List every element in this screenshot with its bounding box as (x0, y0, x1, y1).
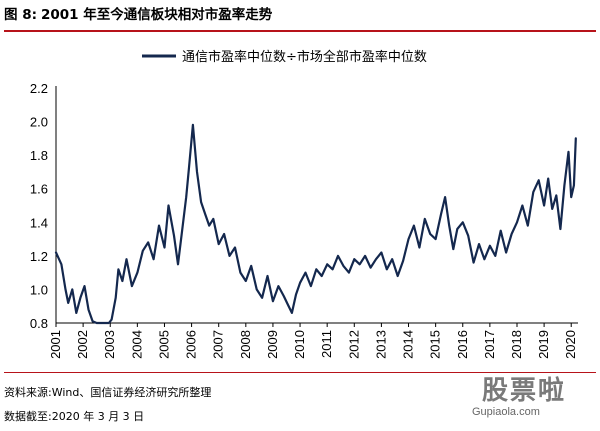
x-tick-label: 2015 (428, 330, 443, 359)
x-tick-label: 2001 (48, 330, 63, 359)
watermark-url: Gupiaola.com (472, 406, 540, 418)
x-tick-label: 2018 (509, 330, 524, 359)
y-tick-label: 1.8 (30, 148, 48, 163)
data-date-note: 数据截至:2020 年 3 月 3 日 (4, 410, 145, 423)
y-tick-label: 1.4 (30, 215, 48, 230)
x-tick-label: 2019 (536, 330, 551, 359)
y-tick-label: 0.8 (30, 316, 48, 331)
source-note: 资料来源:Wind、国信证券经济研究所整理 (4, 386, 212, 399)
x-tick-label: 2010 (292, 330, 307, 359)
footer-divider (4, 372, 596, 373)
x-tick-label: 2017 (482, 330, 497, 359)
x-tick-label: 2013 (373, 330, 388, 359)
x-tick-label: 2020 (563, 330, 578, 359)
watermark-text: 股票啦 (482, 376, 567, 406)
x-tick-label: 2007 (211, 330, 226, 359)
series-line-0 (54, 123, 577, 325)
chart: 通信市盈率中位数÷市场全部市盈率中位数 0.8 1.0 1.2 1.4 1.6 1.8 2.… (30, 49, 578, 359)
x-tick-label: 2009 (265, 330, 280, 359)
x-tick-label: 2004 (129, 330, 144, 359)
figure-title: 图 8: 2001 年至今通信板块相对市盈率走势 (4, 2, 596, 28)
x-tick-label: 2006 (184, 330, 199, 359)
x-tick-label: 2014 (401, 330, 416, 359)
x-tick-label: 2008 (238, 330, 253, 359)
x-tick-label: 2011 (319, 330, 334, 358)
legend-label: 通信市盈率中位数÷市场全部市盈率中位数 (182, 49, 427, 65)
y-tick-label: 2.2 (30, 81, 48, 96)
title-divider (4, 30, 596, 32)
x-tick-label: 2016 (455, 330, 470, 359)
legend: 通信市盈率中位数÷市场全部市盈率中位数 (142, 49, 427, 65)
x-tick-label: 2005 (156, 330, 171, 359)
figure-title-text: 2001 年至今通信板块相对市盈率走势 (41, 7, 273, 23)
x-axis: 2001 2002 2003 2004 2005 2006 2007 2008 2009 2010… (48, 322, 578, 359)
x-tick-label: 2002 (75, 330, 90, 359)
y-tick-label: 2.0 (30, 115, 48, 130)
figure-label: 图 8: (4, 7, 37, 23)
x-tick-label: 2012 (346, 330, 361, 359)
x-tick-label: 2003 (102, 330, 117, 359)
y-axis: 0.8 1.0 1.2 1.4 1.6 1.8 2.0 2.2 (30, 81, 57, 331)
y-tick-label: 1.6 (30, 182, 48, 197)
y-tick-label: 1.0 (30, 282, 48, 297)
watermark-logo: 股票啦 Gupiaola.com (464, 370, 592, 426)
y-tick-label: 1.2 (30, 249, 48, 264)
plot-area (54, 123, 577, 325)
